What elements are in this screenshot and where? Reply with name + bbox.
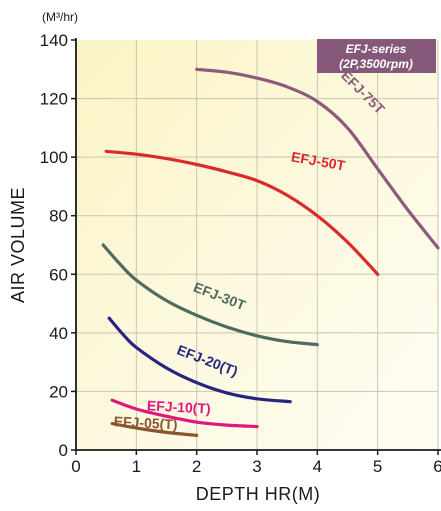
series-label-5: EFJ-05(T) [113, 413, 178, 432]
series-badge: EFJ-series (2P,3500rpm) [317, 39, 436, 73]
x-tick-label: 4 [313, 457, 322, 476]
y-unit-label: (M³/hr) [42, 10, 78, 24]
badge-subtitle: (2P,3500rpm) [339, 57, 413, 71]
series-line-2 [101, 243, 319, 347]
series-line-0 [195, 67, 440, 250]
series-line-5 [110, 422, 199, 437]
y-tick-label: 100 [40, 148, 68, 167]
x-tick-label: 6 [433, 457, 441, 476]
x-tick-label: 0 [71, 457, 80, 476]
series-layer [101, 67, 440, 437]
badge-title: EFJ-series [346, 42, 407, 56]
x-axis-title: DEPTH HR(M) [196, 484, 321, 504]
grid [76, 40, 439, 450]
y-tick-label: 120 [40, 90, 68, 109]
x-tick-label: 2 [192, 457, 201, 476]
axes: 0 20 40 60 80 100 120 140 0 1 2 3 4 5 6 [40, 31, 441, 476]
series-label-4: EFJ-10(T) [147, 397, 212, 416]
y-axis-title: AIR VOLUME [8, 187, 28, 303]
x-tick-label: 5 [373, 457, 382, 476]
y-tick-label: 20 [49, 382, 68, 401]
series-line-3 [107, 316, 292, 404]
y-tick-label: 80 [49, 207, 68, 226]
series-line-1 [104, 149, 380, 276]
y-tick-label: 140 [40, 31, 68, 50]
x-tick-label: 1 [132, 457, 141, 476]
y-tick-label: 0 [59, 441, 68, 460]
x-tick-label: 3 [252, 457, 261, 476]
y-tick-label: 60 [49, 265, 68, 284]
y-tick-label: 40 [49, 324, 68, 343]
series-line-4 [110, 398, 259, 429]
